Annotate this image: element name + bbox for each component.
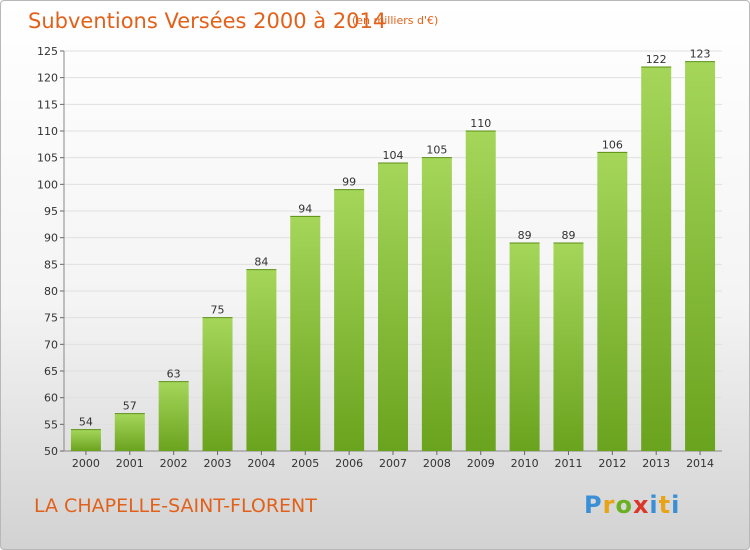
value-label-2003: 75 <box>211 304 225 317</box>
y-tick-label: 75 <box>44 312 58 325</box>
y-tick-label: 70 <box>44 338 58 351</box>
bar-2013 <box>641 67 672 451</box>
y-tick-label: 110 <box>37 125 58 138</box>
x-tick-label-2008: 2008 <box>423 457 451 470</box>
bar-2010 <box>509 243 540 451</box>
value-label-2014: 123 <box>690 48 711 61</box>
bar-2006 <box>334 189 365 451</box>
y-tick-label: 90 <box>44 232 58 245</box>
x-tick-label-2014: 2014 <box>686 457 714 470</box>
bar-2011 <box>553 243 584 451</box>
bar-2001 <box>114 413 145 451</box>
value-labels: 54 57 63 75 84 94 99 104 105 110 89 89 106 122 123 <box>79 48 711 429</box>
x-tick-labels: 2000 2001 2002 2003 2004 2005 2006 2007 2008 2009… <box>72 457 714 470</box>
bar-2014 <box>685 61 716 452</box>
value-label-2005: 94 <box>298 202 312 215</box>
x-tick-label-2000: 2000 <box>72 457 100 470</box>
x-tick-label-2003: 2003 <box>204 457 232 470</box>
y-tick-labels: 50 55 60 65 70 75 80 85 90 95 100 105 110 115 120 125 <box>37 45 58 458</box>
bar-2012 <box>597 152 628 452</box>
y-tick-label: 125 <box>37 45 58 58</box>
value-label-2009: 110 <box>470 117 491 130</box>
value-label-2008: 105 <box>426 144 447 157</box>
value-label-2011: 89 <box>561 229 575 242</box>
chart-unit: (en milliers d'€) <box>352 14 439 27</box>
value-label-2012: 106 <box>602 138 623 151</box>
bar-2009 <box>465 131 496 451</box>
y-tick-label: 80 <box>44 285 58 298</box>
value-label-2001: 57 <box>123 400 137 413</box>
y-tick-label: 85 <box>44 258 58 271</box>
value-label-2004: 84 <box>254 256 268 269</box>
y-tick-label: 95 <box>44 205 58 218</box>
x-tick-label-2005: 2005 <box>291 457 319 470</box>
value-label-2010: 89 <box>518 229 532 242</box>
value-label-2002: 63 <box>167 368 181 381</box>
bars <box>70 61 716 452</box>
bar-2005 <box>290 216 321 451</box>
x-tick-label-2006: 2006 <box>335 457 363 470</box>
commune-name: LA CHAPELLE-SAINT-FLORENT <box>34 495 317 517</box>
value-label-2007: 104 <box>383 149 404 162</box>
x-tick-label-2012: 2012 <box>598 457 626 470</box>
bar-2002 <box>158 381 189 451</box>
y-tick-label: 120 <box>37 72 58 85</box>
y-tick-label: 115 <box>37 98 58 111</box>
y-tick-label: 65 <box>44 365 58 378</box>
value-label-2000: 54 <box>79 416 93 429</box>
y-tick-label: 105 <box>37 152 58 165</box>
x-tick-label-2011: 2011 <box>554 457 582 470</box>
y-tick-label: 60 <box>44 392 58 405</box>
chart-title: Subventions Versées 2000 à 2014 <box>28 9 387 33</box>
bar-2004 <box>246 269 277 451</box>
y-tick-label: 50 <box>44 445 58 458</box>
bar-2008 <box>421 157 452 451</box>
x-tick-label-2009: 2009 <box>467 457 495 470</box>
bar-2007 <box>378 163 408 451</box>
x-tick-label-2010: 2010 <box>511 457 539 470</box>
x-tick-label-2007: 2007 <box>379 457 407 470</box>
y-tick-label: 55 <box>44 418 58 431</box>
bar-2003 <box>202 317 233 451</box>
x-tick-label-2004: 2004 <box>247 457 275 470</box>
value-label-2006: 99 <box>342 176 356 189</box>
x-tick-label-2001: 2001 <box>116 457 144 470</box>
proxiti-logo: Proxiti <box>584 491 681 519</box>
x-tick-label-2002: 2002 <box>160 457 188 470</box>
bar-2000 <box>70 429 101 451</box>
y-tick-label: 100 <box>37 178 58 191</box>
value-label-2013: 122 <box>646 53 667 66</box>
x-tick-label-2013: 2013 <box>642 457 670 470</box>
